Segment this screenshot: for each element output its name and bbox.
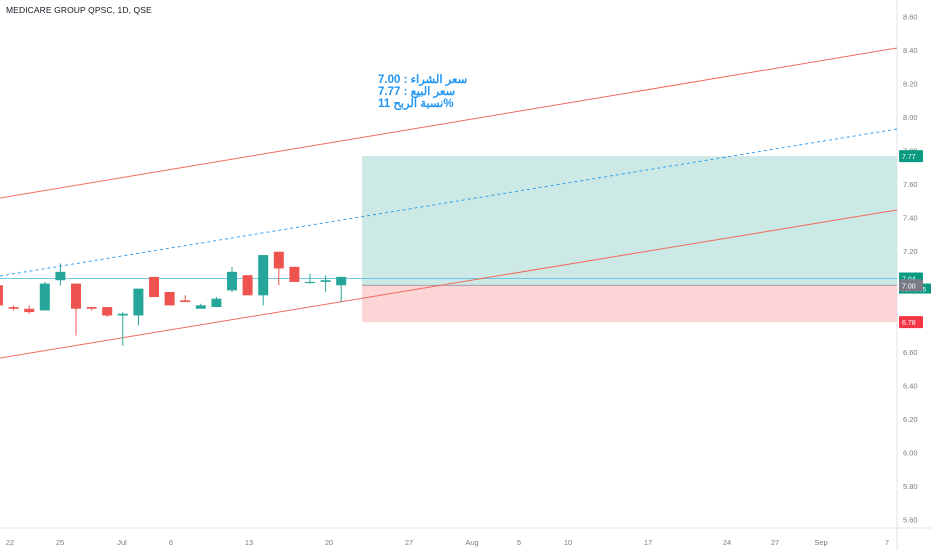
candle-body — [320, 280, 331, 282]
stop-price-label: 6.78 — [902, 320, 916, 327]
target-price-label-bg — [899, 150, 923, 163]
candle-body — [273, 251, 284, 269]
stop-price-label-bg — [899, 316, 923, 329]
candle-body — [211, 298, 222, 308]
candle-body — [24, 308, 35, 313]
y-tick-label: 8.40 — [903, 46, 918, 55]
candle-body — [71, 283, 81, 309]
candle-body — [102, 307, 113, 316]
y-tick-label: 6.60 — [903, 348, 918, 357]
x-tick-label: 17 — [644, 538, 652, 547]
target-price-label: 7.77 — [902, 154, 916, 161]
candle-body — [336, 276, 347, 286]
target-zone — [362, 156, 897, 286]
y-tick-label: 8.20 — [903, 80, 918, 89]
candle-body — [242, 275, 253, 296]
x-tick-label: 13 — [245, 538, 253, 547]
x-tick-label: 20 — [325, 538, 333, 547]
x-tick-label: 24 — [723, 538, 731, 547]
x-tick-label: 22 — [6, 538, 14, 547]
candle-body — [195, 305, 206, 309]
entry-price-label: 7.00 — [902, 283, 916, 290]
candle-body — [289, 266, 300, 282]
annotation-line-2: سعر البيع : 7.77 — [378, 86, 456, 98]
y-tick-label: 5.80 — [903, 482, 918, 491]
stop-zone — [362, 285, 897, 323]
y-tick-label: 8.60 — [903, 13, 918, 22]
entry-price-label-bg — [899, 279, 923, 292]
annotation-line-1: سعر الشراء : 7.00 — [378, 74, 468, 86]
x-tick-label: 10 — [564, 538, 572, 547]
y-tick-label: 6.00 — [903, 448, 918, 457]
x-tick-label: 7 — [885, 538, 889, 547]
channel-midline[interactable] — [0, 128, 898, 277]
y-tick-label: 7.60 — [903, 180, 918, 189]
candle-body — [55, 271, 66, 281]
y-tick-label: 5.60 — [903, 516, 918, 525]
candle-body — [39, 283, 50, 311]
chart-title: MEDICARE GROUP QPSC, 1D, QSE — [6, 5, 152, 15]
x-tick-label: Sep — [814, 538, 827, 547]
candle-body — [149, 276, 159, 298]
candle-body — [86, 307, 97, 309]
channel-lower-line[interactable] — [0, 209, 898, 359]
y-tick-label: 6.20 — [903, 415, 918, 424]
candle-body — [227, 271, 237, 291]
candle-body — [0, 285, 3, 306]
x-tick-label: Aug — [465, 538, 478, 547]
candle-body — [305, 281, 315, 284]
y-tick-label: 8.00 — [903, 113, 918, 122]
y-tick-label: 6.40 — [903, 381, 918, 390]
candle-body — [133, 288, 144, 316]
candle-body — [164, 291, 175, 306]
x-tick-label: 6 — [169, 538, 173, 547]
x-tick-label: 5 — [517, 538, 521, 547]
candle-body — [180, 300, 191, 303]
channel-upper-line[interactable] — [0, 47, 898, 199]
x-tick-label: 25 — [56, 538, 64, 547]
y-tick-label: 7.40 — [903, 214, 918, 223]
x-tick-label: 27 — [405, 538, 413, 547]
trade-annotation: سعر الشراء : 7.00 سعر البيع : 7.77 نسبة … — [378, 74, 467, 110]
candle-body — [117, 313, 128, 316]
y-tick-label: 7.20 — [903, 247, 918, 256]
annotation-line-3: نسبة الربح 11% — [378, 98, 454, 110]
candle-body — [258, 255, 269, 296]
x-tick-label: 27 — [771, 538, 779, 547]
x-tick-label: Jul — [117, 538, 127, 547]
candle-body — [8, 307, 19, 309]
